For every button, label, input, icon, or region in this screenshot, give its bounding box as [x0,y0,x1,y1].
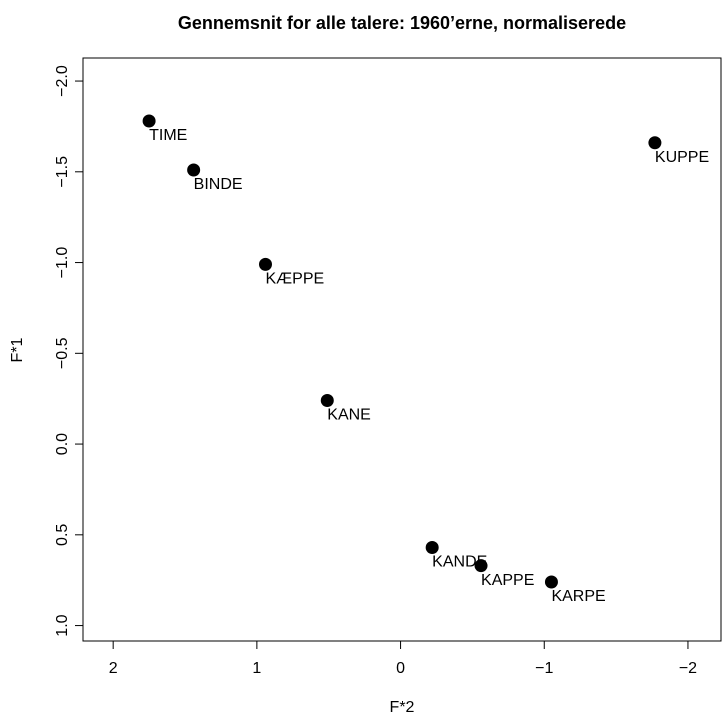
x-tick-label: −1 [535,660,553,677]
x-axis-label: F*2 [390,699,415,716]
chart-title: Gennemsnit for alle talere: 1960’erne, n… [178,13,626,33]
x-tick-label: −2 [679,660,697,677]
y-tick-label: −1.0 [54,247,71,279]
point [544,575,558,589]
y-tick-label: −2.0 [54,65,71,97]
y-tick-label: 0.5 [54,524,71,546]
x-tick-label: 2 [109,660,118,677]
point [648,136,662,150]
point-label: BINDE [194,176,243,193]
point [187,163,201,177]
y-axis-label: F*1 [9,337,26,362]
point-label: KAPPE [481,572,534,589]
y-tick-label: 1.0 [54,614,71,636]
point-label: KÆPPE [265,271,324,288]
point [258,257,272,271]
point [320,394,334,408]
y-tick-label: −0.5 [54,337,71,369]
y-tick-label: −1.5 [54,156,71,188]
point [474,559,488,573]
point-label: KARPE [551,588,605,605]
point [142,114,156,128]
y-tick-label: 0.0 [54,433,71,455]
point-label: TIME [149,127,187,144]
point-label: KANE [327,407,371,424]
point-label: KUPPE [655,149,709,166]
plot-frame [82,57,722,642]
point [425,541,439,555]
point-label: KANDE [432,554,487,571]
x-tick-label: 1 [252,660,261,677]
x-tick-label: 0 [396,660,405,677]
